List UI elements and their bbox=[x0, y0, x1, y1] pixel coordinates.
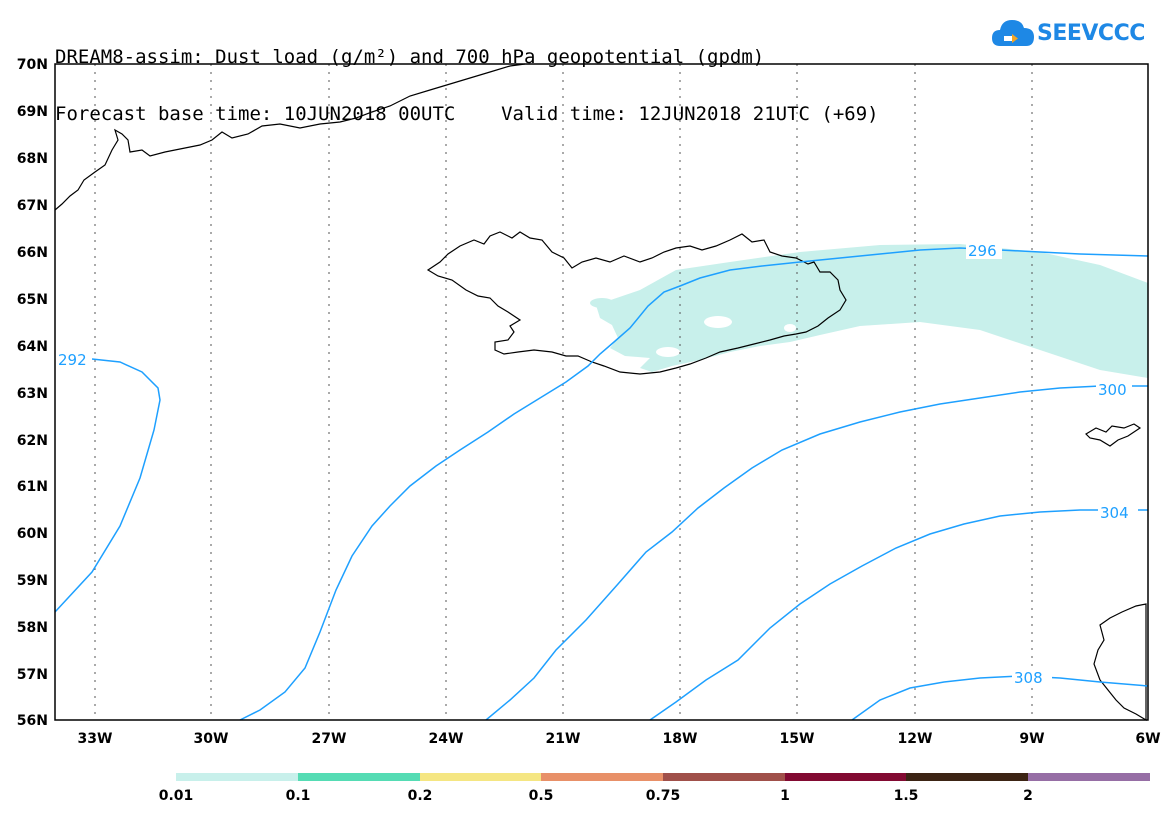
lat-label: 57N bbox=[17, 667, 48, 683]
latitude-labels: 70N 69N 68N 67N 66N 65N 64N 63N 62N 61N … bbox=[17, 57, 48, 729]
lat-label: 62N bbox=[17, 433, 48, 449]
lat-label: 58N bbox=[17, 620, 48, 636]
lat-label: 68N bbox=[17, 151, 48, 167]
colorbar-label: 2 bbox=[1023, 788, 1033, 804]
dust-gaps bbox=[656, 316, 796, 357]
colorbar-label: 0.75 bbox=[646, 788, 681, 804]
contour-300 bbox=[485, 385, 1148, 721]
title-line-2: Forecast base time: 10JUN2018 00UTC Vali… bbox=[55, 103, 879, 125]
lat-label: 60N bbox=[17, 526, 48, 542]
colorbar-swatch bbox=[906, 773, 1028, 781]
colorbar-labels: 0.01 0.1 0.2 0.5 0.75 1 1.5 2 bbox=[159, 788, 1033, 804]
title-line-1: DREAM8-assim: Dust load (g/m²) and 700 h… bbox=[55, 46, 765, 68]
contour-label-296: 296 bbox=[968, 242, 997, 260]
colorbar-swatch bbox=[663, 773, 785, 781]
lon-label: 27W bbox=[312, 731, 347, 747]
cloud-logo-icon bbox=[992, 20, 1034, 46]
lat-label: 63N bbox=[17, 386, 48, 402]
contour-label-300: 300 bbox=[1098, 381, 1127, 399]
colorbar-label: 1 bbox=[780, 788, 790, 804]
faroe-coast bbox=[1085, 423, 1142, 447]
iceland-coast bbox=[426, 231, 847, 375]
lon-label: 18W bbox=[663, 731, 698, 747]
lon-label: 12W bbox=[898, 731, 933, 747]
contour-labels: 292 296 300 304 308 bbox=[58, 242, 1129, 687]
contour-label-304: 304 bbox=[1100, 504, 1129, 522]
contour-label-308: 308 bbox=[1014, 669, 1043, 687]
contour-292 bbox=[54, 358, 161, 613]
lat-label: 56N bbox=[17, 713, 48, 729]
colorbar-swatch bbox=[298, 773, 420, 781]
logo-text: SEEVCCC bbox=[1037, 21, 1145, 46]
colorbar-swatch bbox=[541, 773, 663, 781]
lon-label: 24W bbox=[429, 731, 464, 747]
contour-label-292: 292 bbox=[58, 351, 87, 369]
lon-label: 9W bbox=[1019, 731, 1044, 747]
gridlines bbox=[94, 64, 1033, 720]
contour-304 bbox=[649, 509, 1148, 721]
colorbar-swatch bbox=[420, 773, 541, 781]
contour-296 bbox=[239, 247, 1149, 721]
contour-label-backgrounds bbox=[56, 241, 1138, 686]
coastlines bbox=[54, 63, 1147, 722]
contour-308 bbox=[851, 675, 1149, 721]
scotland-coast bbox=[1093, 603, 1147, 722]
lat-label: 61N bbox=[17, 479, 48, 495]
longitude-labels: 33W 30W 27W 24W 21W 18W 15W 12W 9W 6W bbox=[78, 731, 1161, 747]
seevccc-logo: SEEVCCC bbox=[990, 14, 1145, 60]
lat-label: 65N bbox=[17, 292, 48, 308]
colorbar-label: 0.5 bbox=[529, 788, 554, 804]
dust-load-area bbox=[590, 244, 1148, 378]
colorbar bbox=[176, 773, 1150, 781]
lat-label: 64N bbox=[17, 339, 48, 355]
colorbar-swatch bbox=[176, 773, 298, 781]
geopotential-contours bbox=[54, 247, 1149, 721]
colorbar-swatch bbox=[1028, 773, 1150, 781]
lat-label: 66N bbox=[17, 245, 48, 261]
colorbar-label: 0.1 bbox=[286, 788, 311, 804]
greenland-coast bbox=[54, 63, 526, 211]
lat-label: 59N bbox=[17, 573, 48, 589]
lat-label: 67N bbox=[17, 198, 48, 214]
map-title: DREAM8-assim: Dust load (g/m²) and 700 h… bbox=[55, 10, 879, 143]
lon-label: 30W bbox=[194, 731, 229, 747]
colorbar-label: 1.5 bbox=[894, 788, 919, 804]
lon-label: 33W bbox=[78, 731, 113, 747]
colorbar-label: 0.2 bbox=[408, 788, 433, 804]
map-frame bbox=[54, 63, 1149, 721]
colorbar-swatch bbox=[785, 773, 906, 781]
lon-label: 15W bbox=[780, 731, 815, 747]
lat-label: 70N bbox=[17, 57, 48, 73]
lat-label: 69N bbox=[17, 104, 48, 120]
lon-label: 6W bbox=[1135, 731, 1160, 747]
lon-label: 21W bbox=[546, 731, 581, 747]
colorbar-label: 0.01 bbox=[159, 788, 194, 804]
